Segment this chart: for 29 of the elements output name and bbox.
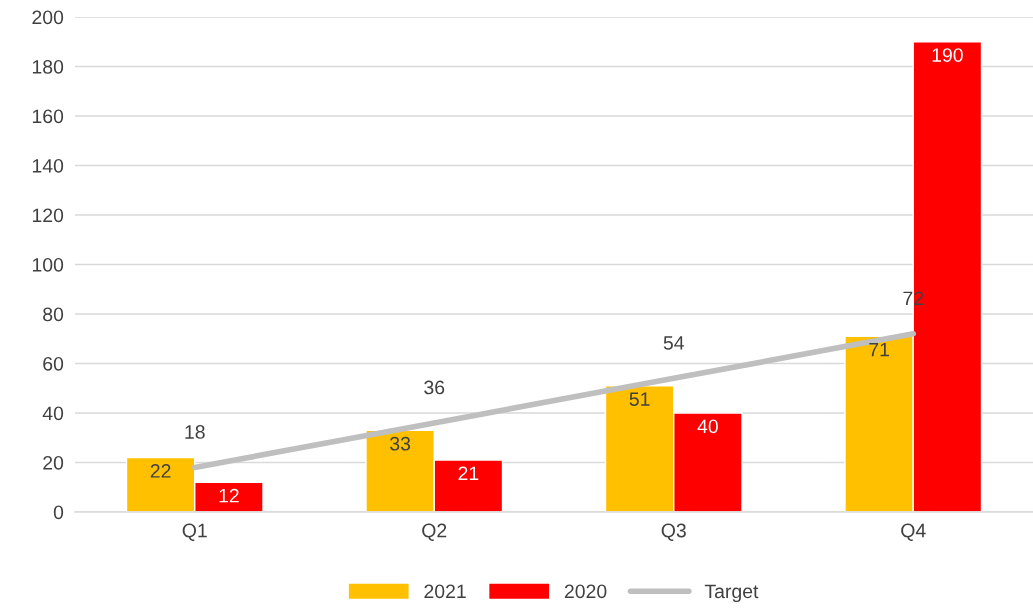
y-tick-label: 80 (43, 307, 64, 322)
data-label: 12 (219, 488, 239, 503)
legend-label: 2020 (564, 584, 607, 599)
y-tick-label: 120 (32, 208, 64, 223)
y-tick-label: 140 (32, 158, 64, 173)
data-label: 40 (697, 419, 718, 434)
legend-label: 2021 (424, 584, 466, 599)
y-tick-label: 180 (32, 59, 64, 74)
x-tick-label: Q1 (182, 523, 207, 541)
y-tick-label: 20 (43, 455, 64, 470)
x-tick-label: Q4 (901, 523, 926, 541)
y-tick-label: 0 (53, 505, 64, 520)
y-tick-label: 60 (43, 356, 64, 371)
y-tick-label: 40 (42, 406, 64, 421)
data-label: 36 (424, 380, 445, 395)
x-tick-label: Q2 (422, 523, 447, 541)
legend-label: Target (704, 584, 759, 603)
data-label: 22 (150, 464, 171, 478)
y-tick-label: 160 (32, 109, 64, 124)
data-label: 54 (663, 336, 684, 350)
data-label: 51 (629, 392, 650, 406)
data-label: 71 (869, 342, 889, 357)
y-tick-label: 200 (32, 10, 64, 25)
data-label: 33 (390, 436, 411, 451)
y-tick-label: 100 (32, 257, 64, 272)
data-label: 190 (932, 48, 963, 62)
x-tick-label: Q3 (661, 523, 686, 541)
data-label: 21 (458, 466, 479, 481)
data-label: 18 (185, 425, 205, 439)
